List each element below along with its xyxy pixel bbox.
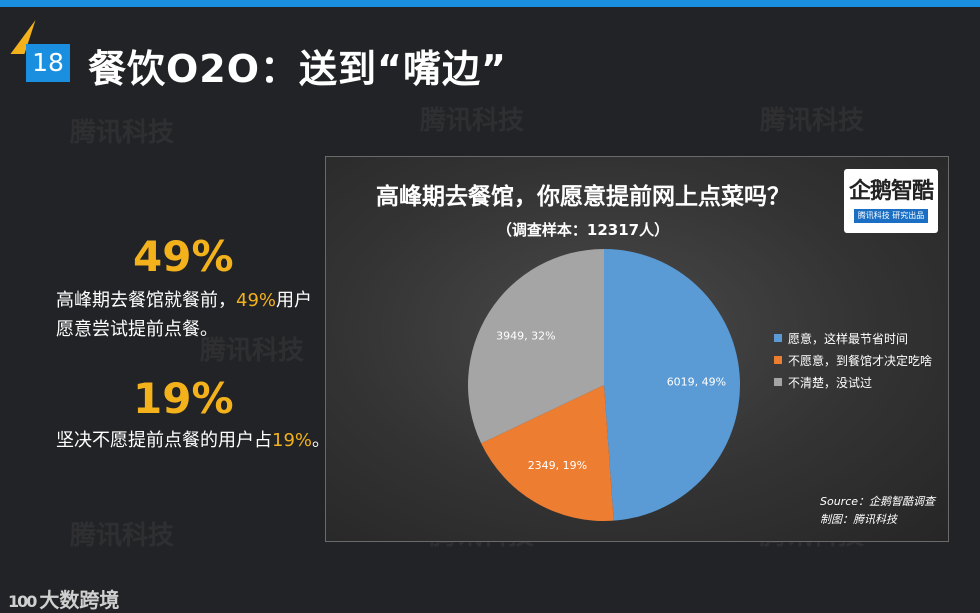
chart-source: Source：企鹅智酷调查 <box>820 495 936 508</box>
legend-label: 不清楚，没试过 <box>788 375 873 390</box>
logo-subtitle: 腾讯科技 研究出品 <box>854 209 928 223</box>
pie-data-label: 6019, 49% <box>667 376 726 389</box>
watermark: 腾讯科技 <box>200 336 305 366</box>
pie-slice <box>604 249 741 521</box>
legend-swatch <box>774 378 782 386</box>
chart-panel: 高峰期去餐馆，你愿意提前网上点菜吗？ （调查样本：12317人） 企鹅智酷 腾讯… <box>325 156 949 542</box>
pie-slice <box>481 385 614 521</box>
stat-text: 坚决不愿提前点餐的用户占 <box>56 430 272 451</box>
watermark: 腾讯科技 <box>760 106 865 136</box>
stat-description: 坚决不愿提前点餐的用户占19%。 <box>56 426 336 455</box>
pie-slice <box>468 249 604 444</box>
legend-item: 愿意，这样最节省时间 <box>774 327 932 349</box>
slide-title: 餐饮O2O：送到“嘴边” <box>88 47 507 91</box>
chart-maker: 制图：腾讯科技 <box>820 513 897 526</box>
stat-highlight: 19% <box>272 430 313 451</box>
chart-legend: 愿意，这样最节省时间不愿意，到餐馆才决定吃啥 不清楚，没试过 <box>774 327 932 393</box>
stat-value: 49% <box>133 232 234 281</box>
legend-swatch <box>774 334 782 342</box>
pie-chart: 6019, 49% 2349, 19% 3949, 32% <box>468 249 741 521</box>
watermark: 腾讯科技 <box>420 106 525 136</box>
brand-name: 大数跨境 <box>39 588 120 612</box>
logo-name: 企鹅智酷 <box>848 179 934 204</box>
stat-text: 高峰期去餐馆就餐前， <box>56 290 236 311</box>
stat-value: 19% <box>133 374 234 423</box>
stat-highlight: 49% <box>236 290 277 311</box>
pie-data-label: 3949, 32% <box>496 330 555 343</box>
stat-text: 用户愿意尝试提前点餐。 <box>56 290 313 340</box>
chart-subtitle: （调查样本：12317人） <box>496 221 670 239</box>
legend-item: 不愿意，到餐馆才决定吃啥 <box>774 349 932 371</box>
page-number: 18 <box>26 44 70 82</box>
legend-item: 不清楚，没试过 <box>774 371 932 393</box>
watermark: 腾讯科技 <box>70 118 175 148</box>
legend-label: 不愿意，到餐馆才决定吃啥 <box>788 353 933 368</box>
watermark: 腾讯科技 <box>70 521 175 551</box>
stat-description: 高峰期去餐馆就餐前，49%用户愿意尝试提前点餐。 <box>56 286 326 344</box>
footer-brand: 100 大数跨境 <box>8 584 119 613</box>
legend-swatch <box>774 356 782 364</box>
pie-data-label: 2349, 19% <box>528 459 587 472</box>
brand-logo: 企鹅智酷 腾讯科技 研究出品 <box>844 169 938 233</box>
legend-label: 愿意，这样最节省时间 <box>788 331 909 346</box>
chart-title: 高峰期去餐馆，你愿意提前网上点菜吗？ <box>376 184 790 210</box>
top-accent-bar <box>0 0 980 7</box>
brand-icon: 100 <box>8 592 37 611</box>
